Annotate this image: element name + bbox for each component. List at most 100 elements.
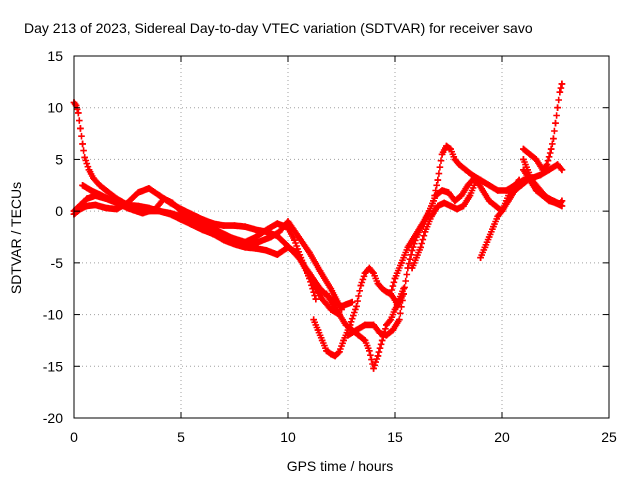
data-point [312,295,320,303]
data-point [348,298,356,306]
data-point [383,321,390,329]
data-point [370,321,377,329]
data-point [526,151,534,158]
data-point [353,303,360,310]
data-point [252,226,260,234]
series-track-5 [310,264,407,360]
data-point [79,182,86,189]
data-point [485,182,493,189]
y-tick-label: 15 [47,48,63,64]
data-point [366,264,373,272]
data-point [447,145,454,153]
y-tick-label: -10 [43,307,63,323]
data-point [490,223,497,230]
x-tick-label: 25 [601,429,617,445]
data-point [455,161,463,168]
data-point [156,207,163,215]
x-axis-title: GPS time / hours [287,458,394,474]
data-point [477,254,484,261]
data-point [254,238,262,246]
data-point [552,119,559,127]
data-point [306,249,313,256]
data-point [190,214,198,221]
x-tick-label: 10 [280,429,296,445]
data-point [464,182,472,189]
data-point [241,223,249,230]
chart-title: Day 213 of 2023, Sidereal Day-to-day VTE… [24,20,533,36]
data-point [113,205,121,213]
data-point [400,290,407,298]
x-tick-label: 20 [494,429,510,445]
data-point [554,104,561,111]
data-point [276,228,283,236]
data-series [70,80,566,372]
data-point [396,316,403,323]
data-point [383,332,390,339]
y-tick-label: -20 [43,410,63,426]
data-point [558,166,566,174]
data-point [77,125,84,132]
data-point [434,176,442,184]
data-point [274,251,281,258]
data-point [291,236,298,244]
data-point [109,197,116,205]
data-point [479,187,486,194]
data-point [152,205,159,213]
data-point [306,269,313,277]
data-point [558,80,566,88]
data-point [383,288,390,296]
data-point [160,195,168,202]
data-point [366,347,373,355]
data-point [520,156,527,163]
data-point [310,316,317,323]
data-point [473,176,480,184]
data-point [492,202,499,210]
data-point [481,244,489,251]
data-point [387,290,394,298]
data-point [543,161,551,168]
data-point [430,197,437,205]
data-point [90,174,97,182]
data-point [515,176,523,184]
series-markers [79,182,345,313]
data-point [503,197,510,205]
data-point [295,254,302,261]
data-point [554,161,561,168]
data-point [83,202,91,210]
y-tick-label: -5 [51,255,64,271]
data-point [458,192,465,199]
data-point [169,199,176,207]
data-point [134,189,142,196]
data-point [408,264,416,272]
data-point [323,347,330,355]
data-point [389,326,397,334]
data-point [331,352,339,360]
data-point [453,205,461,213]
data-point [96,182,103,189]
data-point [447,202,454,210]
data-point [376,329,384,337]
series-track-12 [520,80,566,174]
data-point [77,205,84,213]
x-tick-label: 5 [177,429,185,445]
data-point [102,204,110,212]
data-point [511,182,519,189]
data-point [460,202,467,210]
data-point [355,332,362,339]
data-point [83,195,91,202]
data-point [468,171,476,179]
data-point [445,189,452,196]
data-point [494,187,501,194]
data-point [361,321,369,329]
data-point [545,166,553,174]
data-point [156,192,163,199]
data-point [552,199,559,207]
data-point [547,145,555,153]
data-point [443,142,450,150]
data-point [81,154,88,161]
data-point [417,223,424,230]
data-point [434,202,442,210]
data-point [216,228,223,236]
data-point [92,201,99,209]
data-point [209,230,217,238]
